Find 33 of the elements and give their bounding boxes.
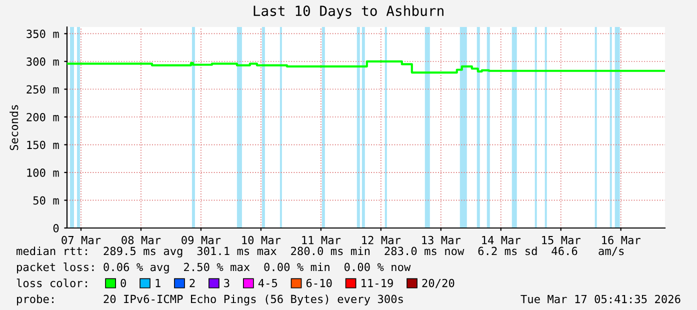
legend-label: 4-5 [258,278,278,288]
x-tick-label: 11 Mar [302,236,341,244]
legend-label: 2 [190,278,195,288]
x-tick-label: 09 Mar [182,236,221,244]
x-tick-label: 14 Mar [482,236,521,244]
chart-title: Last 10 Days to Ashburn [254,5,444,19]
x-tick-label: 12 Mar [362,236,401,244]
x-tick-label: 07 Mar [62,236,101,244]
y-tick-label: 50 m [33,196,59,205]
text: probe: 20 IPv6-ICMP Echo Pings (56 Bytes) every 300s [17,294,403,306]
text: median rtt: 289.5 ms avg 301.1 ms max 280.0 ms min 283.0 ms now 6.2 ms sd 46.6 am/s [16,246,624,258]
legend-label: 11-19 [362,278,393,288]
x-tick-label: 13 Mar [422,236,461,244]
y-tick-label: 300 m [26,57,59,66]
text: packet loss: 0.06 % avg 2.50 % max 0.00 % min 0.00 % now [17,262,411,274]
x-tick-label: 16 Mar [602,236,640,244]
legend-label: 0 [120,278,126,288]
y-tick-label: 250 m [26,85,59,94]
legend-label: 1 [156,278,160,288]
legend-label: 3 [224,278,230,288]
legend-label: 6-10 [306,278,332,288]
y-tick-label: 150 m [27,140,59,150]
y-axis-title: Seconds [10,105,18,150]
text: Tue Mar 17 05:41:35 2026 [520,294,680,304]
x-tick-label: 10 Mar [242,236,281,244]
legend-title: loss color: [16,278,87,288]
y-tick-label: 350 m [26,30,59,38]
y-tick-label: 0 [53,224,59,232]
y-tick-label: 200 m [26,112,59,122]
x-tick-label: 08 Mar [122,236,161,244]
y-tick-label: 100 m [27,168,59,177]
legend-label: 20/20 [422,278,454,288]
x-tick-label: 15 Mar [542,236,581,244]
